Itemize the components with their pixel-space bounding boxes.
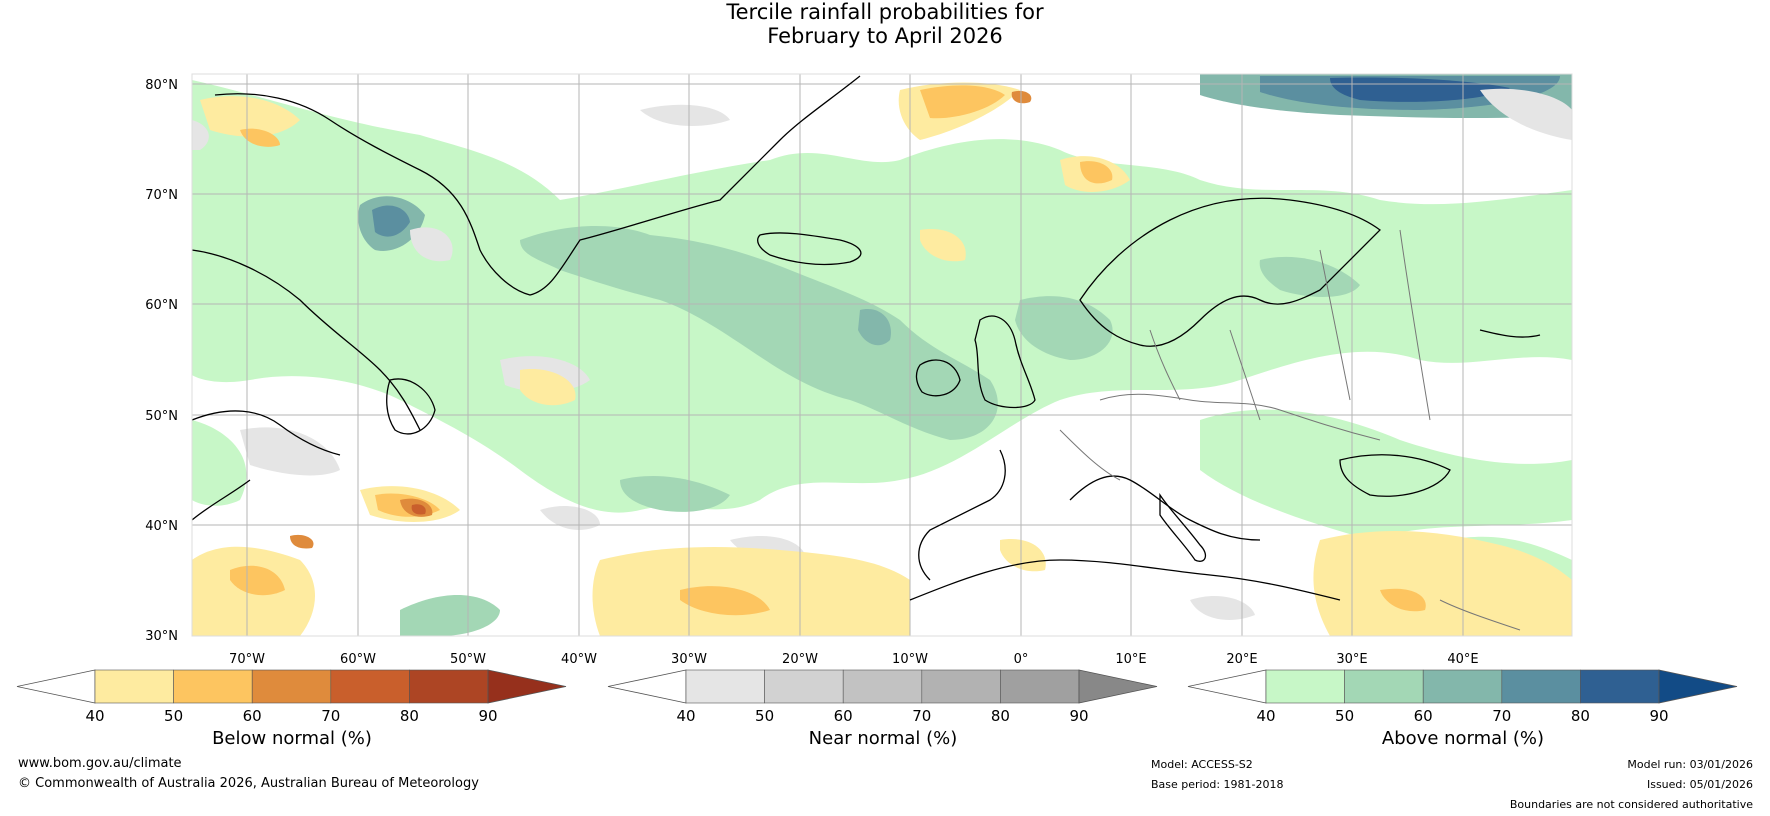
colorbar-segment	[685, 669, 765, 704]
colorbar-extension-low	[16, 669, 96, 704]
probability-fields	[192, 74, 1572, 636]
colorbar-tick-label: 60	[1414, 707, 1433, 725]
footer-model: Model: ACCESS-S2	[1151, 758, 1253, 771]
lon-label-50w: 50°W	[450, 652, 486, 667]
coast-europe-west	[918, 449, 1006, 581]
colorbar-segment	[764, 669, 844, 704]
coast-north-africa	[909, 559, 1341, 601]
colorbar-below-label: Below normal (%)	[212, 728, 372, 749]
lon-label-60w: 60°W	[340, 652, 376, 667]
lon-label-30e: 30°E	[1336, 652, 1367, 667]
title-line-1: Tercile rainfall probabilities for	[726, 0, 1044, 24]
colorbar-tick-label: 50	[164, 707, 183, 725]
footer-issued: Issued: 05/01/2026	[1646, 778, 1753, 791]
below-normal-50-60-areas	[230, 85, 1426, 616]
colorbar-segment	[1000, 669, 1080, 704]
colorbar-segment	[1344, 669, 1424, 704]
lat-label-30n: 30°N	[145, 629, 178, 644]
colorbar-segment	[842, 669, 923, 704]
colorbar-segment	[173, 669, 253, 704]
graticule	[192, 74, 1572, 636]
lat-label-70n: 70°N	[145, 188, 178, 203]
colorbar-tick-label: 90	[1649, 707, 1668, 725]
latitude-labels: 80°N 70°N 60°N 50°N 40°N 30°N	[145, 78, 178, 644]
colorbar-tick-label: 80	[400, 707, 419, 725]
colorbar-tick-label: 70	[321, 707, 340, 725]
coast-east-europe-river	[1479, 329, 1541, 338]
lat-label-40n: 40°N	[145, 519, 178, 534]
lon-label-40w: 40°W	[561, 652, 597, 667]
lat-label-80n: 80°N	[145, 78, 178, 93]
colorbar-segment	[1580, 669, 1660, 704]
colorbar-near-normal: 40 50 60 70 80 90	[607, 669, 1158, 725]
lon-label-10w: 10°W	[892, 652, 928, 667]
lon-label-20e: 20°E	[1226, 652, 1257, 667]
colorbar-extension-high	[1658, 669, 1738, 704]
longitude-labels: 70°W 60°W 50°W 40°W 30°W 20°W 10°W 0° 10…	[229, 652, 1479, 667]
lat-label-60n: 60°N	[145, 298, 178, 313]
lon-label-0: 0°	[1014, 652, 1029, 667]
colorbar-tick-label: 50	[755, 707, 774, 725]
colorbar-tick-label: 60	[243, 707, 262, 725]
coast-black-sea	[1339, 454, 1451, 497]
footer-model-run: Model run: 03/01/2026	[1627, 758, 1753, 771]
colorbar-tick-label: 40	[85, 707, 104, 725]
lon-label-10e: 10°E	[1115, 652, 1146, 667]
title-line-2: February to April 2026	[767, 24, 1003, 48]
colorbar-near-label: Near normal (%)	[808, 728, 958, 749]
colorbar-tick-label: 70	[1492, 707, 1511, 725]
colorbar-tick-label: 80	[991, 707, 1010, 725]
colorbar-tick-label: 60	[834, 707, 853, 725]
colorbar-above-label: Above normal (%)	[1381, 728, 1545, 749]
country-borders	[1059, 229, 1521, 631]
colorbar-segment	[94, 669, 174, 704]
coast-italy	[1159, 492, 1207, 562]
colorbar-tick-label: 50	[1335, 707, 1354, 725]
colorbar-above-normal: 40 50 60 70 80 90	[1187, 669, 1738, 725]
colorbar-tick-label: 70	[912, 707, 931, 725]
colorbar-below-normal: 40 50 60 70 80 90	[16, 669, 567, 725]
lon-label-40e: 40°E	[1447, 652, 1478, 667]
colorbar-tick-label: 90	[478, 707, 497, 725]
lat-label-50n: 50°N	[145, 409, 178, 424]
coast-canada-nova-scotia	[192, 410, 341, 456]
colorbar-segment	[409, 669, 489, 704]
footer-disclaimer: Boundaries are not considered authoritat…	[1509, 798, 1753, 811]
coastlines	[192, 75, 1541, 601]
map-panel[interactable]	[191, 73, 1573, 637]
colorbar-segment	[921, 669, 1001, 704]
colorbar-extension-low	[1187, 669, 1267, 704]
map-frame	[191, 73, 1573, 637]
coast-greenland	[214, 75, 861, 296]
colorbar-segment	[330, 669, 410, 704]
colorbar-tick-label: 40	[676, 707, 695, 725]
map-title: Tercile rainfall probabilities for Febru…	[0, 0, 1770, 48]
coast-canada-labrador	[192, 249, 421, 431]
footer-base-period: Base period: 1981-2018	[1151, 778, 1284, 791]
colorbar-extension-high	[1078, 669, 1158, 704]
footer-website-link[interactable]: www.bom.gov.au/climate	[18, 756, 182, 771]
coast-iceland	[757, 232, 862, 266]
colorbar-extension-low	[607, 669, 687, 704]
colorbar-segment	[1265, 669, 1345, 704]
colorbar-segment	[251, 669, 332, 704]
coast-ireland	[915, 359, 961, 397]
colorbar-tick-label: 80	[1571, 707, 1590, 725]
coast-us-east	[192, 479, 251, 521]
footer-copyright: © Commonwealth of Australia 2026, Austra…	[18, 776, 479, 791]
colorbar-segment	[1422, 669, 1503, 704]
coast-britain	[974, 315, 1036, 409]
colorbar-segment	[1501, 669, 1581, 704]
coast-scandinavia	[1079, 197, 1381, 347]
coast-newfoundland	[386, 378, 436, 435]
colorbar-tick-label: 40	[1256, 707, 1275, 725]
below-normal-70-80-areas	[411, 504, 426, 515]
lon-label-30w: 30°W	[671, 652, 707, 667]
lon-label-70w: 70°W	[229, 652, 265, 667]
colorbar-extension-high	[487, 669, 567, 704]
lon-label-20w: 20°W	[782, 652, 818, 667]
colorbar-tick-label: 90	[1069, 707, 1088, 725]
